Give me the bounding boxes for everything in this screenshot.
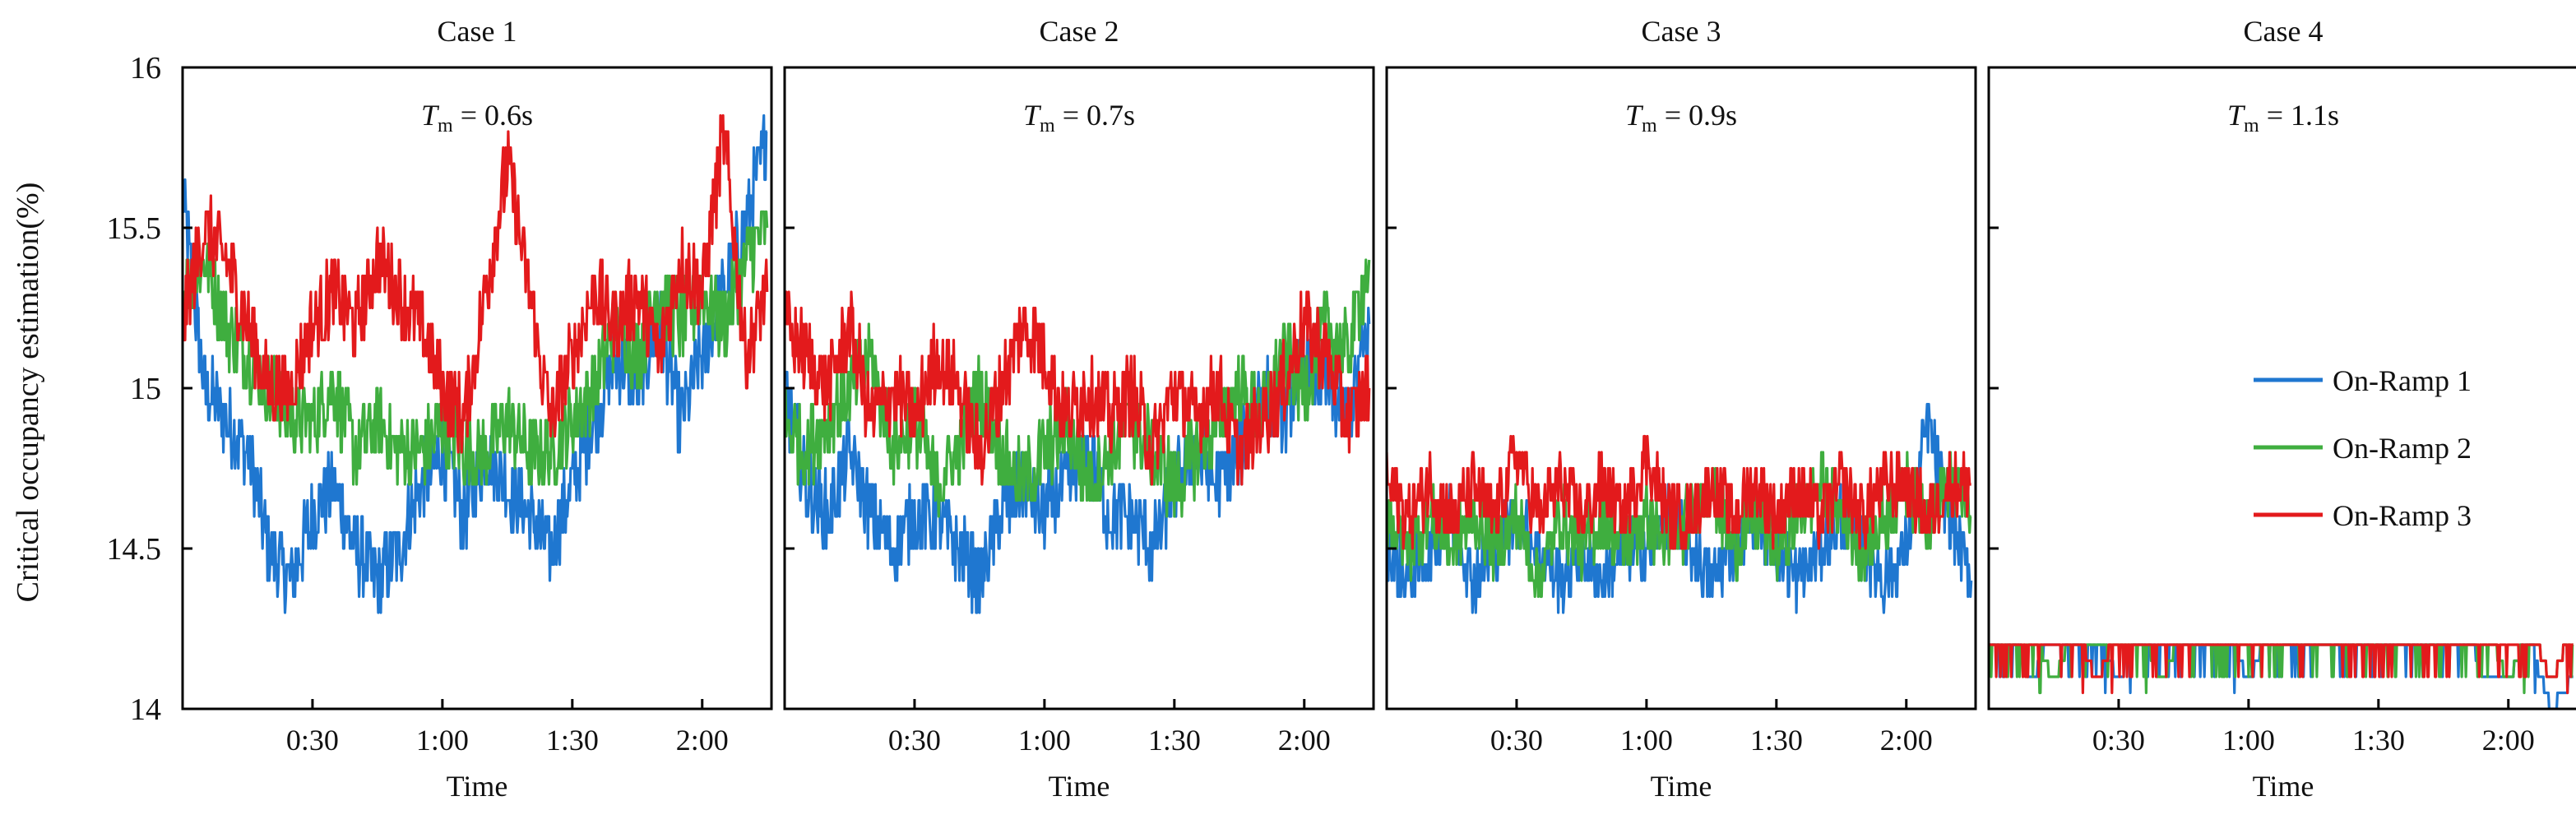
x-tick-label: 2:00 bbox=[1278, 724, 1331, 757]
series-line-on-ramp-3 bbox=[183, 113, 769, 454]
x-axis-label: Time bbox=[2253, 770, 2314, 803]
panel-title: Case 3 bbox=[1642, 15, 1721, 48]
panel-title: Case 4 bbox=[2244, 15, 2323, 48]
legend-label: On-Ramp 1 bbox=[2333, 364, 2472, 397]
x-tick-label: 1:30 bbox=[2352, 724, 2405, 757]
x-tick-label: 1:00 bbox=[416, 724, 469, 757]
legend: On-Ramp 1 On-Ramp 2 On-Ramp 3 bbox=[2254, 364, 2472, 532]
panel-annotation: Tm = 0.6s bbox=[421, 99, 533, 137]
y-axis-label: Critical occupancy estimation(%) bbox=[11, 183, 45, 603]
panel-title: Case 2 bbox=[1040, 15, 1119, 48]
y-tick-label: 14.5 bbox=[107, 532, 162, 567]
y-tick-label: 14 bbox=[130, 692, 161, 727]
series-line-on-ramp-3 bbox=[1989, 643, 2574, 695]
plot-area: 14 14.5 15 15.5 16 0:30 1:00 1:30 2:00 Time Case 1… bbox=[107, 15, 2576, 803]
x-tick-label: 0:30 bbox=[888, 724, 941, 757]
series-line-on-ramp-2 bbox=[1989, 643, 2574, 695]
panel-annotation: Tm = 0.7s bbox=[1023, 99, 1135, 137]
x-tick-label: 0:30 bbox=[286, 724, 339, 757]
x-axis-label: Time bbox=[1651, 770, 1712, 803]
x-tick-label: 1:30 bbox=[546, 724, 599, 757]
panel-annotation: Tm = 1.1s bbox=[2227, 99, 2339, 137]
x-tick-label: 1:00 bbox=[1620, 724, 1673, 757]
x-tick-label: 0:30 bbox=[1490, 724, 1543, 757]
x-tick-label: 2:00 bbox=[676, 724, 729, 757]
x-tick-label: 2:00 bbox=[2482, 724, 2535, 757]
x-axis-label: Time bbox=[1049, 770, 1110, 803]
x-tick-label: 0:30 bbox=[2092, 724, 2145, 757]
x-tick-label: 1:00 bbox=[1018, 724, 1071, 757]
x-tick-label: 1:00 bbox=[2222, 724, 2275, 757]
y-tick-label: 16 bbox=[130, 51, 161, 86]
panel-1: 14 14.5 15 15.5 16 0:30 1:00 1:30 2:00 Time Case 1… bbox=[107, 15, 773, 803]
legend-label: On-Ramp 3 bbox=[2333, 499, 2472, 532]
plot-frame bbox=[1987, 66, 2576, 711]
x-axis-label: Time bbox=[447, 770, 508, 803]
x-tick-label: 2:00 bbox=[1880, 724, 1933, 757]
legend-item-on-ramp-2: On-Ramp 2 bbox=[2254, 432, 2472, 465]
legend-item-on-ramp-1: On-Ramp 1 bbox=[2254, 364, 2472, 397]
legend-item-on-ramp-3: On-Ramp 3 bbox=[2254, 499, 2472, 532]
panel-title: Case 1 bbox=[438, 15, 517, 48]
y-tick-label: 15.5 bbox=[107, 211, 162, 246]
x-tick-label: 1:30 bbox=[1148, 724, 1201, 757]
x-tick-label: 1:30 bbox=[1750, 724, 1803, 757]
panel-4: 0:30 1:00 1:30 2:00 Time Case 4 Tm = 1.1s bbox=[1987, 15, 2576, 803]
series-line-on-ramp-3 bbox=[1387, 434, 1972, 550]
y-tick-label: 15 bbox=[130, 372, 161, 406]
series-line-on-ramp-3 bbox=[785, 290, 1371, 486]
legend-label: On-Ramp 2 bbox=[2333, 432, 2472, 465]
series-line-on-ramp-2 bbox=[183, 210, 769, 486]
panel-2: 0:30 1:00 1:30 2:00 Time Case 2 Tm = 0.7s bbox=[783, 15, 1375, 803]
panel-annotation: Tm = 0.9s bbox=[1625, 99, 1737, 137]
panel-3: 0:30 1:00 1:30 2:00 Time Case 3 Tm = 0.9s bbox=[1385, 15, 1977, 803]
